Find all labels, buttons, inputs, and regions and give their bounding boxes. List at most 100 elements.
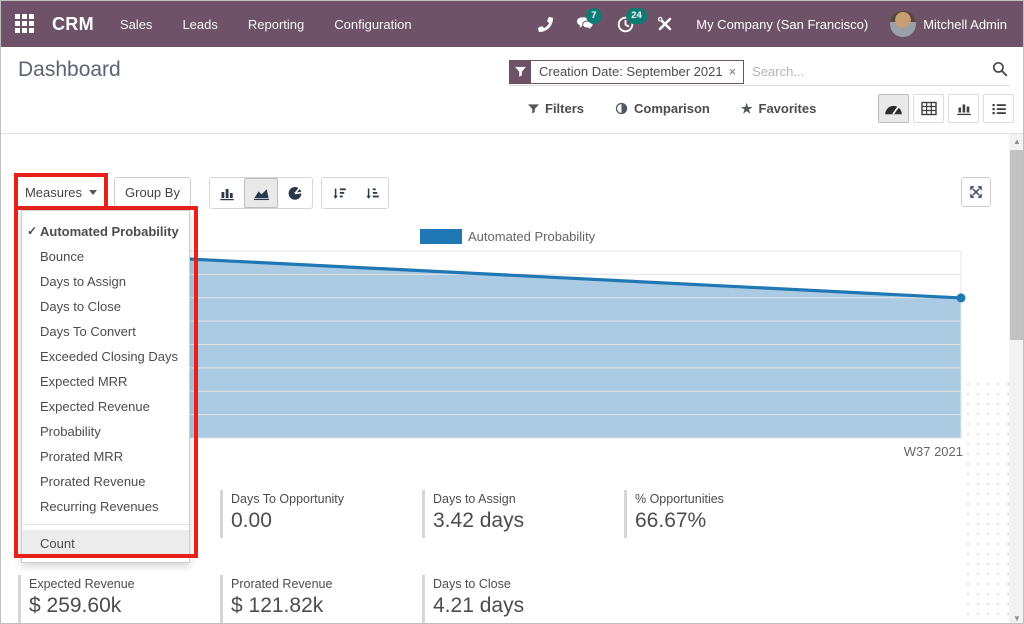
view-graph-button[interactable]	[948, 94, 979, 123]
messages-count-badge: 7	[586, 8, 601, 24]
dashboard-dotted-background	[963, 379, 1009, 624]
comparison-icon	[615, 102, 628, 115]
group-by-label: Group By	[125, 185, 180, 200]
sort-ascending-button[interactable]	[355, 178, 388, 208]
facet-remove-icon[interactable]: ×	[729, 61, 744, 83]
kpi-value: 66.67%	[635, 509, 820, 533]
sort-group	[321, 177, 389, 209]
kpi-label: % Opportunities	[635, 492, 820, 506]
measures-button[interactable]: Measures	[18, 177, 104, 207]
user-avatar	[890, 11, 916, 37]
check-icon: ✓	[27, 219, 37, 244]
kpi-opportunities-pct: % Opportunities 66.67%	[624, 490, 820, 538]
measure-item-expected-revenue[interactable]: Expected Revenue	[22, 394, 189, 419]
bar-chart-icon	[219, 186, 235, 201]
tools-icon[interactable]	[656, 15, 674, 33]
measures-dropdown-menu: ✓ Automated Probability Bounce Days to A…	[21, 210, 190, 563]
expand-fullscreen-button[interactable]	[961, 177, 991, 207]
kpi-value: $ 121.82k	[231, 594, 416, 618]
pivot-grid-icon	[921, 101, 937, 116]
filters-label: Filters	[545, 101, 584, 116]
filters-menu[interactable]: Filters	[528, 101, 584, 116]
user-menu[interactable]: Mitchell Admin	[890, 11, 1007, 37]
bar-graph-icon	[956, 101, 972, 116]
menu-leads[interactable]: Leads	[182, 17, 217, 32]
measure-item-bounce[interactable]: Bounce	[22, 244, 189, 269]
favorites-star-icon: ★	[741, 102, 753, 115]
scroll-up-arrow[interactable]: ▲	[1009, 134, 1024, 148]
facet-label: Creation Date: September 2021	[531, 61, 729, 83]
phone-icon[interactable]	[536, 15, 554, 33]
crm-dashboard-window: CRM Sales Leads Reporting Configuration …	[0, 0, 1024, 624]
search-facet[interactable]: Creation Date: September 2021 ×	[509, 60, 744, 84]
measures-button-label: Measures	[25, 185, 82, 200]
measure-item-days-to-close[interactable]: Days to Close	[22, 294, 189, 319]
app-name[interactable]: CRM	[52, 14, 94, 35]
area-chart-icon	[253, 186, 270, 201]
chart-legend: Automated Probability	[420, 229, 595, 244]
bar-chart-mode-button[interactable]	[210, 178, 244, 208]
menu-sales[interactable]: Sales	[120, 17, 153, 32]
kpi-value: 0.00	[231, 509, 416, 533]
measure-item-expected-mrr[interactable]: Expected MRR	[22, 369, 189, 394]
kpi-label: Days to Assign	[433, 492, 618, 506]
kpi-days-to-close: Days to Close 4.21 days	[422, 575, 618, 623]
measure-item-prorated-revenue[interactable]: Prorated Revenue	[22, 469, 189, 494]
kpi-label: Days to Close	[433, 577, 618, 591]
kpi-days-to-assign: Days to Assign 3.42 days	[422, 490, 618, 538]
top-navbar: CRM Sales Leads Reporting Configuration …	[1, 1, 1023, 47]
measure-item-days-to-assign[interactable]: Days to Assign	[22, 269, 189, 294]
facet-filter-icon	[510, 61, 531, 83]
view-switcher	[878, 94, 1014, 123]
measure-item-recurring-revenues[interactable]: Recurring Revenues	[22, 494, 189, 519]
kpi-value: 3.42 days	[433, 509, 618, 533]
measure-item-exceeded-closing-days[interactable]: Exceeded Closing Days	[22, 344, 189, 369]
activities-count-badge: 24	[626, 8, 647, 24]
sort-desc-icon	[331, 186, 347, 201]
kpi-days-to-opportunity: Days To Opportunity 0.00	[220, 490, 416, 538]
view-dashboard-button[interactable]	[878, 94, 909, 123]
favorites-label: Favorites	[759, 101, 817, 116]
search-bar: Creation Date: September 2021 ×	[509, 58, 1010, 86]
favorites-menu[interactable]: ★ Favorites	[741, 101, 816, 116]
dashboard-gauge-icon	[884, 101, 903, 116]
search-icon[interactable]	[992, 61, 1008, 82]
activities-icon[interactable]: 24	[616, 15, 634, 33]
menu-configuration[interactable]: Configuration	[334, 17, 411, 32]
list-icon	[991, 102, 1007, 116]
sort-descending-button[interactable]	[322, 178, 355, 208]
kpi-label: Prorated Revenue	[231, 577, 416, 591]
kpi-expected-revenue: Expected Revenue $ 259.60k	[18, 575, 214, 623]
measure-item-count[interactable]: Count	[22, 530, 189, 557]
measure-item-probability[interactable]: Probability	[22, 419, 189, 444]
pie-chart-mode-button[interactable]	[278, 178, 312, 208]
legend-label: Automated Probability	[468, 229, 595, 244]
apps-menu-icon[interactable]	[15, 14, 35, 34]
user-name: Mitchell Admin	[923, 17, 1007, 32]
x-axis-tick-label: W37 2021	[871, 444, 963, 459]
comparison-label: Comparison	[634, 101, 710, 116]
group-by-button[interactable]: Group By	[114, 177, 191, 207]
measure-item-automated-probability[interactable]: ✓ Automated Probability	[22, 219, 189, 244]
top-menu: Sales Leads Reporting Configuration	[120, 17, 412, 32]
messages-icon[interactable]: 7	[576, 15, 594, 33]
company-switcher[interactable]: My Company (San Francisco)	[696, 17, 868, 32]
kpi-label: Days To Opportunity	[231, 492, 416, 506]
menu-reporting[interactable]: Reporting	[248, 17, 304, 32]
measure-item-days-to-convert[interactable]: Days To Convert	[22, 319, 189, 344]
scrollbar-thumb[interactable]	[1010, 150, 1024, 340]
view-list-button[interactable]	[983, 94, 1014, 123]
chevron-down-icon	[89, 190, 97, 195]
search-options: Filters Comparison ★ Favorites	[528, 101, 816, 116]
kpi-label: Expected Revenue	[29, 577, 214, 591]
vertical-scrollbar: ▲ ▼	[1009, 134, 1024, 624]
area-chart-mode-button[interactable]	[244, 178, 278, 208]
measure-item-prorated-mrr[interactable]: Prorated MRR	[22, 444, 189, 469]
scroll-down-arrow[interactable]: ▼	[1009, 611, 1024, 624]
comparison-menu[interactable]: Comparison	[615, 101, 710, 116]
filters-funnel-icon	[528, 103, 539, 114]
dashboard-content: Measures Group By	[1, 135, 1024, 624]
pie-chart-icon	[287, 185, 304, 201]
view-pivot-button[interactable]	[913, 94, 944, 123]
search-input[interactable]	[744, 64, 992, 79]
